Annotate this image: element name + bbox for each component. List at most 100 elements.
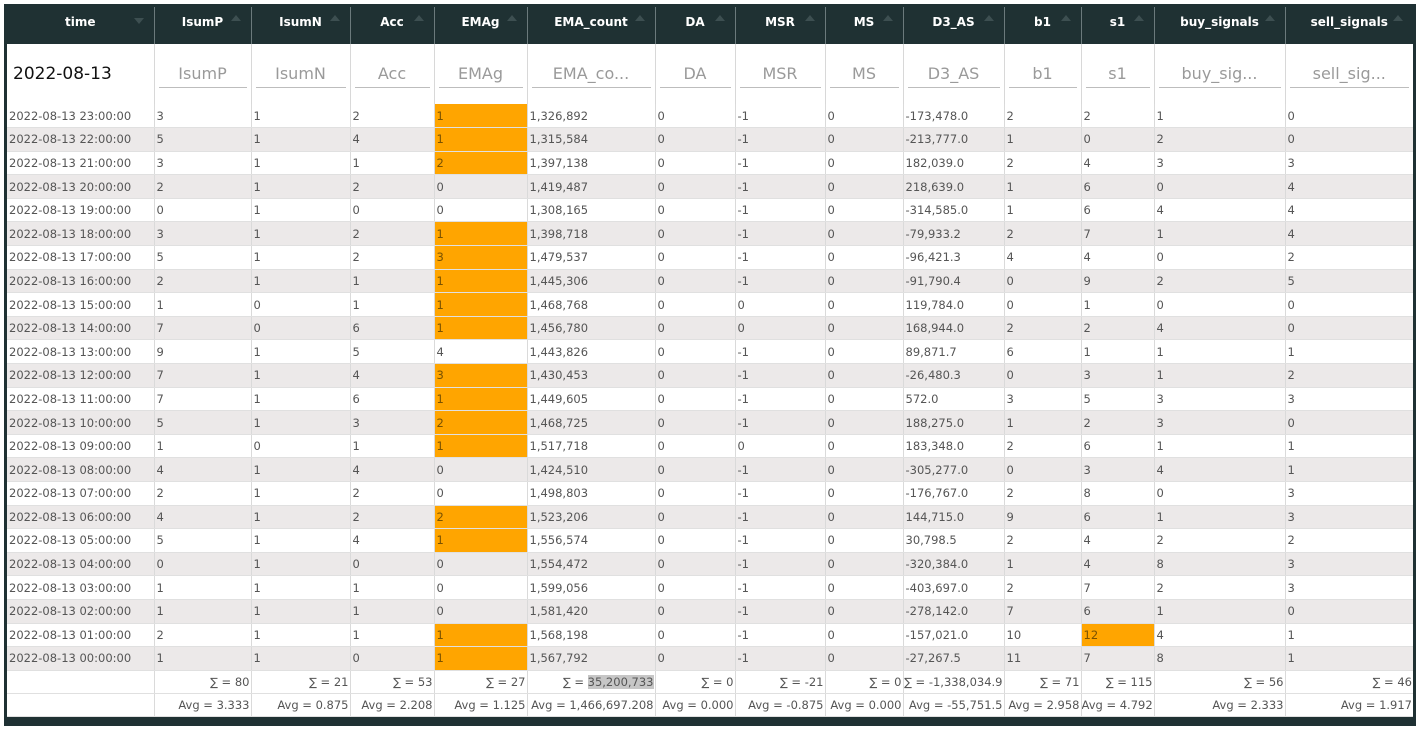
filter-input-emag[interactable]: [438, 60, 523, 88]
cell-sell-signals[interactable]: 0: [1284, 292, 1413, 317]
cell-time[interactable]: 2022-08-13 20:00:00: [7, 174, 154, 199]
cell-acc[interactable]: 5: [349, 339, 434, 365]
cell-sell-signals[interactable]: 2: [1284, 245, 1413, 270]
cell-buy-signals[interactable]: 2: [1153, 269, 1285, 294]
filter-input-acc[interactable]: [354, 60, 430, 88]
cell-s1[interactable]: 6: [1080, 434, 1154, 459]
cell-emag[interactable]: 3: [433, 245, 527, 270]
cell-isumn[interactable]: 1: [250, 245, 350, 270]
cell-time[interactable]: 2022-08-13 07:00:00: [7, 481, 154, 506]
cell-buy-signals[interactable]: 2: [1153, 127, 1285, 152]
column-header-ema-count[interactable]: EMA_count: [526, 7, 655, 44]
cell-isump[interactable]: 3: [153, 221, 251, 247]
cell-s1[interactable]: 6: [1080, 505, 1154, 530]
sort-asc-icon[interactable]: [882, 15, 893, 21]
cell-da[interactable]: 0: [654, 505, 735, 530]
cell-time[interactable]: 2022-08-13 04:00:00: [7, 552, 154, 577]
cell-ms[interactable]: 0: [824, 245, 903, 270]
cell-ema-count[interactable]: 1,315,584: [526, 127, 655, 152]
cell-emag[interactable]: 0: [433, 552, 527, 577]
cell-time[interactable]: 2022-08-13 11:00:00: [7, 387, 154, 412]
cell-d3-as[interactable]: -176,767.0: [902, 481, 1004, 506]
table-row[interactable]: 2022-08-13 07:00:00 2 1 2 0 1,498,803 0 -1 0 -176…: [7, 481, 1413, 506]
cell-isumn[interactable]: 1: [250, 410, 350, 435]
column-header-da[interactable]: DA: [654, 7, 735, 44]
cell-sell-signals[interactable]: 3: [1284, 387, 1413, 412]
cell-msr[interactable]: -1: [734, 481, 825, 506]
cell-sell-signals[interactable]: 2: [1284, 528, 1413, 553]
cell-buy-signals[interactable]: 3: [1153, 410, 1285, 435]
cell-b1[interactable]: 2: [1003, 316, 1081, 341]
cell-isump[interactable]: 5: [153, 410, 251, 435]
cell-acc[interactable]: 4: [349, 363, 434, 388]
cell-da[interactable]: 0: [654, 339, 735, 365]
sort-asc-icon[interactable]: [1133, 15, 1144, 21]
cell-msr[interactable]: 0: [734, 316, 825, 341]
sort-asc-icon[interactable]: [1060, 15, 1071, 21]
cell-buy-signals[interactable]: 4: [1153, 316, 1285, 341]
cell-ms[interactable]: 0: [824, 339, 903, 365]
cell-isump[interactable]: 0: [153, 198, 251, 223]
cell-msr[interactable]: -1: [734, 387, 825, 412]
cell-isump[interactable]: 2: [153, 269, 251, 294]
cell-b1[interactable]: 9: [1003, 505, 1081, 530]
cell-emag[interactable]: 0: [433, 575, 527, 600]
cell-ema-count[interactable]: 1,449,605: [526, 387, 655, 412]
cell-acc[interactable]: 1: [349, 151, 434, 176]
cell-da[interactable]: 0: [654, 552, 735, 577]
cell-acc[interactable]: 4: [349, 528, 434, 553]
table-row[interactable]: 2022-08-13 20:00:00 2 1 2 0 1,419,487 0 -1 0 218,…: [7, 174, 1413, 199]
cell-isumn[interactable]: 1: [250, 623, 350, 648]
cell-time[interactable]: 2022-08-13 09:00:00: [7, 434, 154, 459]
cell-msr[interactable]: -1: [734, 221, 825, 247]
cell-b1[interactable]: 10: [1003, 623, 1081, 648]
cell-msr[interactable]: -1: [734, 457, 825, 482]
cell-b1[interactable]: 4: [1003, 245, 1081, 270]
cell-isump[interactable]: 5: [153, 528, 251, 553]
cell-emag[interactable]: 1: [433, 104, 527, 129]
cell-ema-count[interactable]: 1,568,198: [526, 623, 655, 648]
cell-b1[interactable]: 1: [1003, 174, 1081, 199]
cell-d3-as[interactable]: -305,277.0: [902, 457, 1004, 482]
cell-d3-as[interactable]: -91,790.4: [902, 269, 1004, 294]
cell-d3-as[interactable]: 572.0: [902, 387, 1004, 412]
cell-sell-signals[interactable]: 1: [1284, 623, 1413, 648]
table-row[interactable]: 2022-08-13 12:00:00 7 1 4 3 1,430,453 0 -1 0 -26,…: [7, 363, 1413, 388]
cell-d3-as[interactable]: 188,275.0: [902, 410, 1004, 435]
cell-isumn[interactable]: 1: [250, 552, 350, 577]
cell-da[interactable]: 0: [654, 292, 735, 317]
cell-ema-count[interactable]: 1,419,487: [526, 174, 655, 199]
cell-da[interactable]: 0: [654, 434, 735, 459]
cell-ms[interactable]: 0: [824, 646, 903, 671]
cell-isumn[interactable]: 1: [250, 457, 350, 482]
table-row[interactable]: 2022-08-13 00:00:00 1 1 0 1 1,567,792 0 -1 0 -27,…: [7, 646, 1413, 671]
cell-buy-signals[interactable]: 1: [1153, 221, 1285, 247]
cell-acc[interactable]: 1: [349, 623, 434, 648]
cell-ema-count[interactable]: 1,443,826: [526, 339, 655, 365]
cell-isumn[interactable]: 1: [250, 174, 350, 199]
cell-d3-as[interactable]: -320,384.0: [902, 552, 1004, 577]
cell-ms[interactable]: 0: [824, 221, 903, 247]
cell-acc[interactable]: 6: [349, 316, 434, 341]
cell-isumn[interactable]: 1: [250, 387, 350, 412]
cell-ema-count[interactable]: 1,308,165: [526, 198, 655, 223]
cell-emag[interactable]: 2: [433, 410, 527, 435]
cell-d3-as[interactable]: -157,021.0: [902, 623, 1004, 648]
cell-msr[interactable]: -1: [734, 198, 825, 223]
cell-isumn[interactable]: 1: [250, 151, 350, 176]
cell-emag[interactable]: 4: [433, 339, 527, 365]
table-row[interactable]: 2022-08-13 01:00:00 2 1 1 1 1,568,198 0 -1 0 -157…: [7, 623, 1413, 648]
cell-da[interactable]: 0: [654, 363, 735, 388]
cell-b1[interactable]: 0: [1003, 292, 1081, 317]
cell-s1[interactable]: 9: [1080, 269, 1154, 294]
cell-d3-as[interactable]: -403,697.0: [902, 575, 1004, 600]
filter-input-b1[interactable]: [1008, 60, 1077, 88]
cell-ms[interactable]: 0: [824, 528, 903, 553]
sort-asc-icon[interactable]: [804, 15, 815, 21]
cell-b1[interactable]: 2: [1003, 575, 1081, 600]
cell-time[interactable]: 2022-08-13 02:00:00: [7, 599, 154, 624]
cell-d3-as[interactable]: 119,784.0: [902, 292, 1004, 317]
cell-s1[interactable]: 2: [1080, 410, 1154, 435]
cell-isumn[interactable]: 1: [250, 221, 350, 247]
cell-b1[interactable]: 6: [1003, 339, 1081, 365]
